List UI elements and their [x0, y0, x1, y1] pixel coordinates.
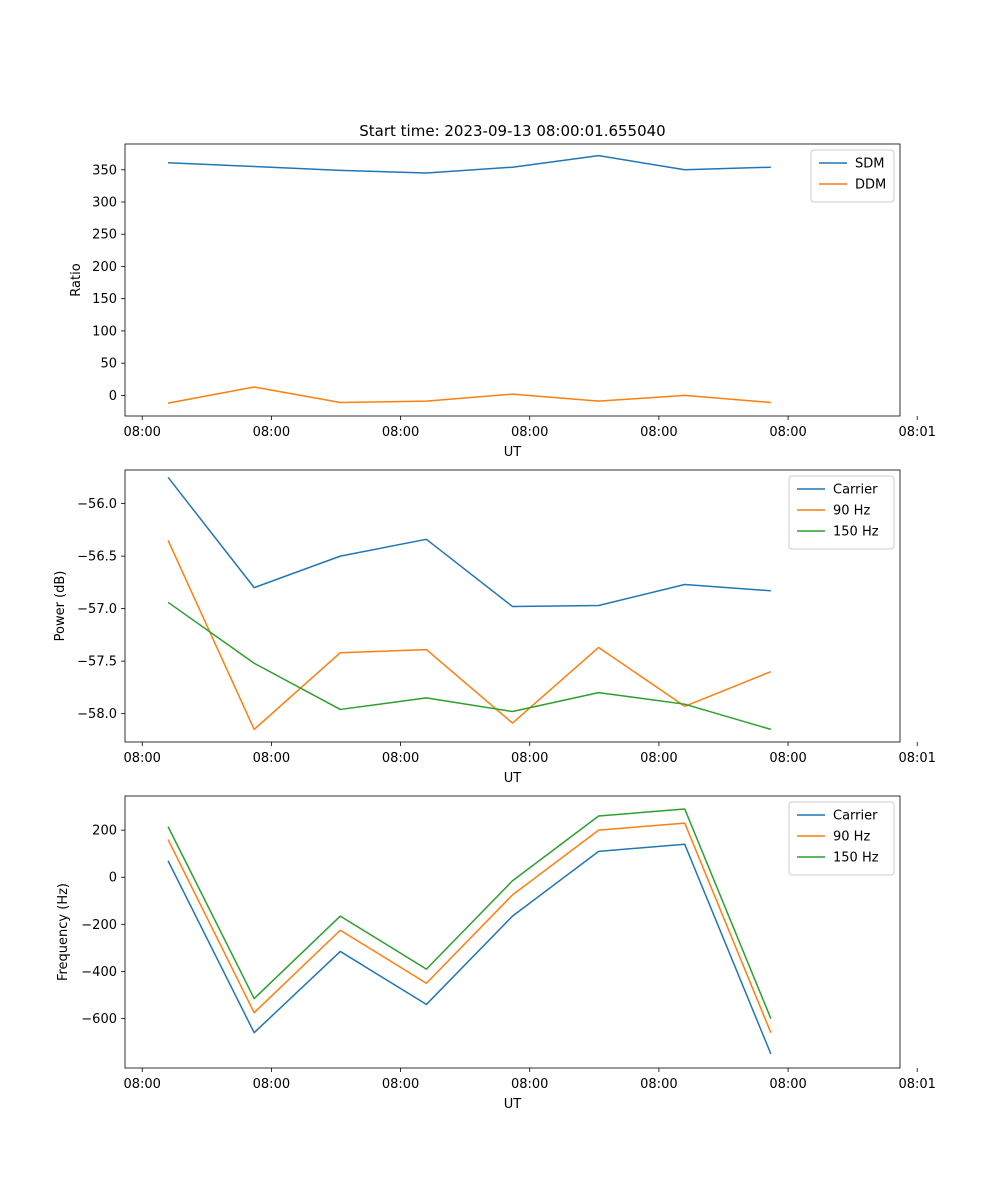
y-tick-label: 300: [92, 196, 117, 211]
x-axis-label: UT: [504, 771, 522, 786]
y-tick-label: 250: [92, 228, 117, 243]
y-tick-label: 200: [92, 824, 117, 839]
series-line-carrier: [167, 476, 771, 608]
y-tick-label: 0: [109, 389, 117, 404]
x-tick-label: 08:00: [640, 751, 677, 766]
chart-2: 08:00 08:00 08:00 08:00 08:00 08:00 08:01 −58.0…: [53, 469, 936, 786]
y-tick-label: 0: [109, 871, 117, 886]
y-tick-label: −58.0: [77, 707, 117, 722]
x-tick-label: 08:00: [253, 1077, 290, 1092]
y-tick-label: 50: [100, 357, 117, 372]
series-line-carrier: [167, 843, 772, 1055]
y-tick-label: −400: [81, 965, 117, 980]
legend: Carrier 90 Hz 150 Hz: [788, 801, 895, 876]
y-tick-label: 350: [92, 163, 117, 178]
x-tick-label: 08:01: [898, 1077, 935, 1092]
x-tick-label: 08:01: [898, 425, 935, 440]
y-tick-label: 100: [92, 324, 117, 339]
x-axis-label: UT: [504, 445, 522, 460]
chart-1: 08:00 08:00 08:00 08:00 08:00 08:00 08:01 0 50 10…: [69, 143, 936, 460]
legend-label: SDM: [855, 157, 884, 172]
x-tick-label: 08:00: [123, 1077, 160, 1092]
y-tick-label: −57.0: [77, 602, 117, 617]
x-tick-label: 08:00: [511, 425, 548, 440]
y-axis-label: Frequency (Hz): [56, 883, 71, 981]
legend-label: 90 Hz: [833, 830, 870, 845]
x-tick-label: 08:00: [253, 751, 290, 766]
x-tick-label: 08:01: [898, 751, 935, 766]
series-line-150-hz: [167, 808, 772, 1019]
series-line-150-hz: [167, 601, 772, 731]
y-tick-label: −57.5: [77, 655, 117, 670]
x-tick-label: 08:00: [253, 425, 290, 440]
figure-title: Start time: 2023-09-13 08:00:01.655040: [359, 122, 665, 140]
y-tick-label: −56.0: [77, 497, 117, 512]
axes-frame: [124, 795, 901, 1069]
x-tick-label: 08:00: [382, 425, 419, 440]
axes-frame: [124, 143, 901, 417]
x-tick-label: 08:00: [511, 1077, 548, 1092]
x-tick-label: 08:00: [640, 425, 677, 440]
series-line-sdm: [168, 154, 771, 174]
legend-label: 150 Hz: [833, 525, 879, 540]
legend-label: Carrier: [833, 483, 878, 498]
legend: Carrier 90 Hz 150 Hz: [788, 475, 895, 550]
legend-label: Carrier: [833, 809, 878, 824]
x-tick-label: 08:00: [382, 1077, 419, 1092]
x-axis-label: UT: [504, 1097, 522, 1112]
legend-label: DDM: [855, 178, 886, 193]
series-line-90-hz: [167, 540, 772, 731]
legend-label: 150 Hz: [833, 851, 879, 866]
y-tick-label: −56.5: [77, 550, 117, 565]
y-tick-label: 200: [92, 260, 117, 275]
y-axis-label: Power (dB): [53, 571, 68, 642]
series-line-90-hz: [167, 822, 772, 1033]
x-tick-label: 08:00: [640, 1077, 677, 1092]
charts-container: 08:00 08:00 08:00 08:00 08:00 08:00 08:01 0 50 10…: [53, 143, 936, 1112]
axes-frame: [124, 469, 901, 743]
x-tick-label: 08:00: [769, 751, 806, 766]
series-line-ddm: [167, 386, 771, 404]
y-axis-label: Ratio: [69, 263, 84, 296]
x-tick-label: 08:00: [769, 425, 806, 440]
legend-label: 90 Hz: [833, 504, 870, 519]
x-tick-label: 08:00: [123, 425, 160, 440]
y-tick-label: −600: [81, 1012, 117, 1027]
x-tick-label: 08:00: [511, 751, 548, 766]
chart-3: 08:00 08:00 08:00 08:00 08:00 08:00 08:01 −600 −…: [56, 795, 936, 1112]
legend: SDM DDM: [810, 149, 895, 203]
y-tick-label: −200: [81, 918, 117, 933]
x-tick-label: 08:00: [123, 751, 160, 766]
y-tick-label: 150: [92, 292, 117, 307]
x-tick-label: 08:00: [382, 751, 419, 766]
x-tick-label: 08:00: [769, 1077, 806, 1092]
